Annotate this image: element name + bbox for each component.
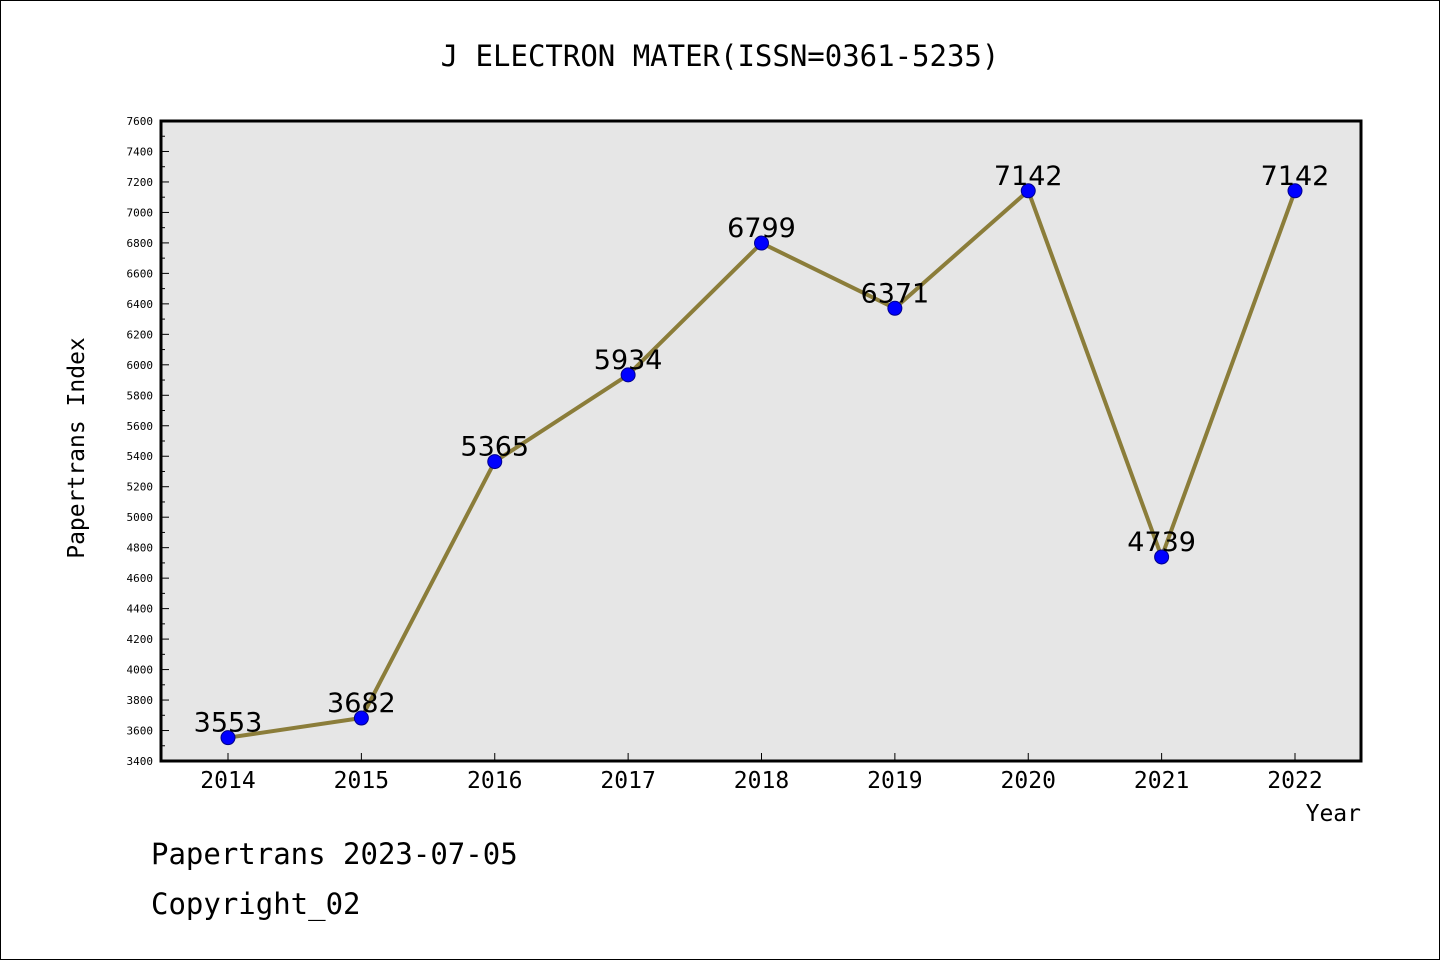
plot-frame <box>159 119 1363 763</box>
x-tick-label: 2022 <box>1267 768 1322 794</box>
x-tick-label: 2016 <box>467 768 522 794</box>
chart-title: J ELECTRON MATER(ISSN=0361-5235) <box>440 39 1000 73</box>
x-axis-label: Year <box>1306 801 1361 827</box>
data-point <box>887 300 903 316</box>
x-tick-label: 2017 <box>600 768 655 794</box>
x-tick-label: 2015 <box>334 768 389 794</box>
data-label: 5934 <box>594 345 663 376</box>
data-label: 4739 <box>1127 527 1196 558</box>
y-tick-label: 7600 <box>127 115 154 128</box>
data-label: 7142 <box>1261 161 1330 192</box>
data-point <box>1154 549 1170 565</box>
y-tick-label: 3800 <box>127 694 154 707</box>
x-tick-label: 2021 <box>1134 768 1189 794</box>
y-tick-label: 7400 <box>127 145 154 158</box>
y-tick-label: 6800 <box>127 237 154 250</box>
y-tick-label: 6600 <box>127 267 154 280</box>
footer-date: Papertrans 2023-07-05 <box>151 837 518 871</box>
data-point <box>1020 183 1036 199</box>
y-tick-label: 5600 <box>127 420 154 433</box>
data-label: 5365 <box>460 432 529 463</box>
data-label: 6799 <box>727 213 796 244</box>
plot-area <box>161 121 1361 761</box>
y-tick-label: 4400 <box>127 603 154 616</box>
y-tick-label: 6400 <box>127 298 154 311</box>
x-tick-label: 2018 <box>734 768 789 794</box>
y-tick-label: 5000 <box>127 511 154 524</box>
y-tick-label: 4800 <box>127 542 154 555</box>
data-label: 7142 <box>994 161 1063 192</box>
y-tick-label: 3600 <box>127 725 154 738</box>
y-tick-label: 7000 <box>127 206 154 219</box>
y-axis-label: Papertrans Index <box>64 337 90 559</box>
data-point <box>353 710 369 726</box>
y-tick-label: 7200 <box>127 176 154 189</box>
data-point <box>1287 183 1303 199</box>
y-tick-label: 3400 <box>127 755 154 768</box>
y-tick-label: 5200 <box>127 481 154 494</box>
y-tick-label: 4200 <box>127 633 154 646</box>
data-label: 3553 <box>194 708 263 739</box>
data-label: 3682 <box>327 688 396 719</box>
y-tick-label: 5800 <box>127 389 154 402</box>
y-tick-label: 6200 <box>127 328 154 341</box>
data-point <box>220 730 236 746</box>
x-tick-label: 2020 <box>1001 768 1056 794</box>
y-tick-label: 6000 <box>127 359 154 372</box>
data-label: 6371 <box>861 278 930 309</box>
data-point <box>487 454 503 470</box>
data-point <box>620 367 636 383</box>
x-tick-label: 2019 <box>867 768 922 794</box>
x-tick-label: 2014 <box>200 768 255 794</box>
footer-copyright: Copyright_02 <box>151 887 361 921</box>
y-tick-label: 4600 <box>127 572 154 585</box>
data-point <box>754 235 769 251</box>
y-tick-label: 4000 <box>127 664 154 677</box>
y-tick-label: 5400 <box>127 450 154 463</box>
